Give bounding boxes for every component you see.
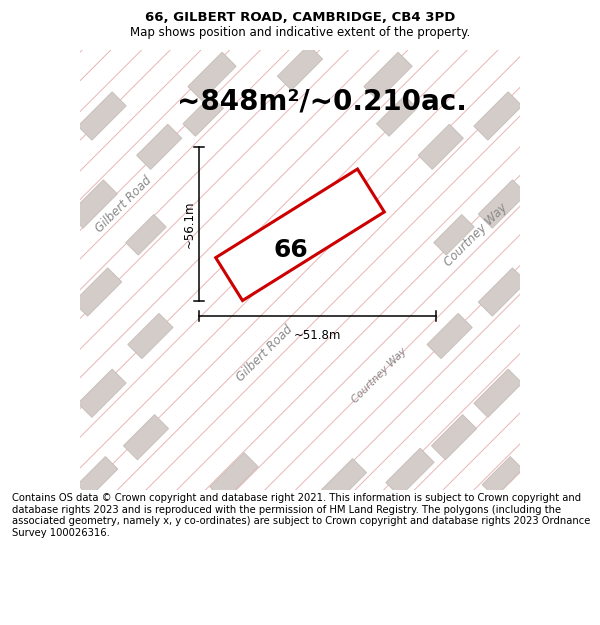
Polygon shape [210, 452, 258, 501]
Polygon shape [277, 45, 323, 90]
Polygon shape [322, 459, 367, 504]
Text: Courtney Way: Courtney Way [442, 201, 510, 269]
Polygon shape [427, 314, 472, 359]
Polygon shape [431, 414, 476, 460]
Polygon shape [474, 369, 522, 418]
Polygon shape [69, 180, 118, 228]
Polygon shape [124, 414, 169, 460]
Text: Courtney Way: Courtney Way [350, 346, 409, 405]
Polygon shape [386, 448, 434, 496]
Polygon shape [478, 268, 527, 316]
Polygon shape [377, 96, 417, 136]
Polygon shape [434, 214, 474, 255]
Polygon shape [137, 124, 182, 169]
Polygon shape [474, 92, 522, 140]
Text: ~51.8m: ~51.8m [294, 329, 341, 341]
Polygon shape [364, 52, 412, 101]
Polygon shape [73, 268, 122, 316]
Polygon shape [478, 180, 527, 228]
Polygon shape [482, 457, 523, 497]
Text: ~56.1m: ~56.1m [182, 200, 196, 248]
Text: 66: 66 [274, 238, 308, 262]
Polygon shape [215, 169, 385, 301]
Polygon shape [128, 314, 173, 359]
Polygon shape [78, 92, 126, 140]
Polygon shape [77, 457, 118, 497]
Polygon shape [183, 96, 223, 136]
Polygon shape [126, 214, 166, 255]
Text: Gilbert Road: Gilbert Road [234, 323, 295, 384]
Text: Gilbert Road: Gilbert Road [94, 173, 155, 234]
Polygon shape [188, 52, 236, 101]
Polygon shape [418, 124, 463, 169]
Text: Contains OS data © Crown copyright and database right 2021. This information is : Contains OS data © Crown copyright and d… [12, 493, 590, 538]
Text: 66, GILBERT ROAD, CAMBRIDGE, CB4 3PD: 66, GILBERT ROAD, CAMBRIDGE, CB4 3PD [145, 11, 455, 24]
Text: ~848m²/~0.210ac.: ~848m²/~0.210ac. [177, 88, 467, 116]
Polygon shape [78, 369, 126, 418]
Text: Map shows position and indicative extent of the property.: Map shows position and indicative extent… [130, 26, 470, 39]
